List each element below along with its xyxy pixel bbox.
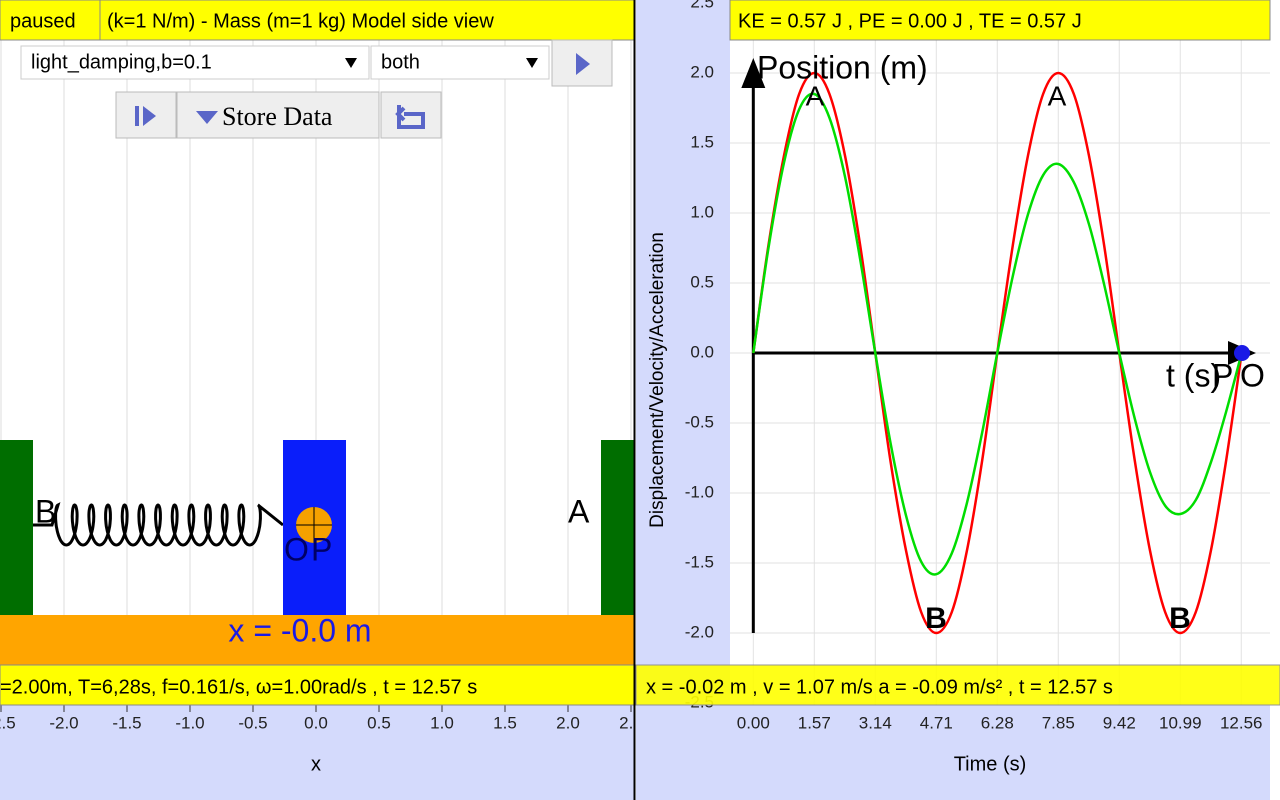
x-tick-label: 0.5 <box>367 713 391 732</box>
annotation: B <box>1169 602 1191 635</box>
x-tick-label: 3.14 <box>859 713 892 732</box>
annotation: P <box>1212 357 1233 393</box>
x-tick-label: 1.5 <box>493 713 517 732</box>
y-tick-label: -1.5 <box>685 552 714 571</box>
x-axis-label: x <box>311 753 321 775</box>
x-tick-label: -2.5 <box>0 713 16 732</box>
left-axis-area <box>0 705 634 800</box>
spring <box>33 502 284 547</box>
store-data-label: Store Data <box>222 102 333 131</box>
x-tick-label: 0.0 <box>304 713 328 732</box>
label-b: B <box>35 493 56 529</box>
readout-text: x = -0.02 m , v = 1.07 m/s a = -0.09 m/s… <box>646 676 1113 698</box>
mass-crosshair <box>296 507 332 543</box>
x-tick-label: 1.0 <box>430 713 454 732</box>
label-p: P <box>311 531 332 567</box>
y-tick-label: 2.5 <box>690 0 714 11</box>
model-title: (k=1 N/m) - Mass (m=1 kg) Model side vie… <box>107 10 494 32</box>
status-box <box>0 0 101 41</box>
dropdown-arrow <box>526 58 538 68</box>
x-tick-label: -1.5 <box>112 713 141 732</box>
y-tick-label: 2.0 <box>690 62 714 81</box>
floor <box>0 615 634 665</box>
x-tick-label: 9.42 <box>1103 713 1136 732</box>
top-bar <box>0 0 635 41</box>
y-tick-label: -2.0 <box>685 622 714 641</box>
point-marker <box>1234 345 1250 361</box>
x-tick-label: 7.85 <box>1042 713 1075 732</box>
x-tick-label: 1.57 <box>798 713 831 732</box>
x-axis-title: Time (s) <box>954 753 1027 775</box>
energy-text: KE = 0.57 J , PE = 0.00 J , TE = 0.57 J <box>738 10 1082 32</box>
annotation: O <box>1240 357 1265 393</box>
y-tick-label: 0.0 <box>690 342 714 361</box>
step-icon <box>143 106 156 126</box>
y-axis-title: Displacement/Velocity/Acceleration <box>647 232 668 528</box>
dropdown-arrow <box>345 58 357 68</box>
mode-select[interactable] <box>370 45 550 80</box>
right-wall <box>601 440 634 615</box>
x-tick-label: 2.0 <box>556 713 580 732</box>
series-line <box>752 92 1243 576</box>
info-bar <box>0 664 635 706</box>
annotation: t (s) <box>1166 357 1221 393</box>
store-icon <box>196 111 218 124</box>
y-tick-label: -0.5 <box>685 412 714 431</box>
reset-icon <box>395 105 425 129</box>
x-tick-label: 0.00 <box>737 713 770 732</box>
y-tick-label: 1.5 <box>690 132 714 151</box>
annotation: A <box>806 80 825 111</box>
play-icon <box>576 53 590 75</box>
x-tick-label: 4.71 <box>920 713 953 732</box>
x-tick-label: -0.5 <box>238 713 267 732</box>
annotation: A <box>1048 80 1067 111</box>
scrollbar <box>1270 0 1280 800</box>
info-text: =2.00m, T=6,28s, f=0.161/s, ω=1.00rad/s … <box>0 676 477 698</box>
label-o: O <box>284 531 309 567</box>
y-tick-label: -1.0 <box>685 482 714 501</box>
x-tick-label: -2.0 <box>49 713 78 732</box>
x-tick-label: 2.5 <box>619 713 643 732</box>
x-tick-label: 10.99 <box>1159 713 1202 732</box>
mode-select-text: both <box>381 51 420 73</box>
damping-select[interactable] <box>20 45 370 80</box>
x-tick-label: 12.56 <box>1220 713 1263 732</box>
y-axis-arrow <box>741 58 766 88</box>
y-tick-label: 0.5 <box>690 272 714 291</box>
readout-bar <box>635 664 1280 706</box>
position-readout: x = -0.0 m <box>228 612 371 648</box>
damping-select-text: light_damping,b=0.1 <box>31 51 212 73</box>
y-tick-label: 1.0 <box>690 202 714 221</box>
status: paused <box>10 10 76 32</box>
label-a: A <box>568 493 590 529</box>
annotation: Position (m) <box>757 49 928 85</box>
step-icon <box>135 106 139 126</box>
annotation: B <box>925 602 947 635</box>
x-tick-label: -1.0 <box>175 713 204 732</box>
left-wall <box>0 440 33 615</box>
x-tick-label: 6.28 <box>981 713 1014 732</box>
energy-bar <box>729 0 1271 41</box>
